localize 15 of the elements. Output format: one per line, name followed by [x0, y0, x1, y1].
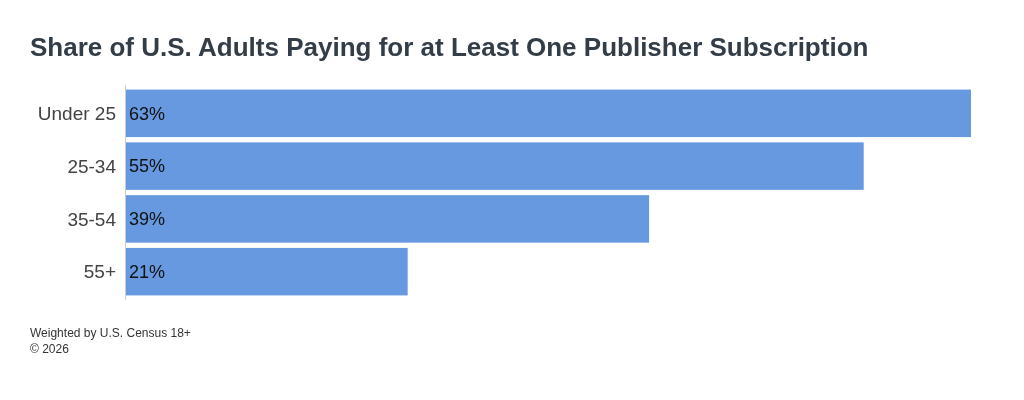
chart-title: Share of U.S. Adults Paying for at Least One Publisher Subscription	[30, 32, 869, 62]
bar	[126, 89, 971, 138]
y-tick-label: 35-54	[67, 208, 117, 230]
bar	[126, 247, 408, 296]
data-label: 55%	[129, 156, 166, 177]
bar	[126, 195, 650, 243]
data-label: 63%	[129, 103, 166, 124]
data-label: 39%	[129, 209, 166, 230]
data-label: 21%	[129, 261, 166, 282]
y-tick-label: 25-34	[67, 155, 117, 177]
y-tick-label: 55+	[83, 261, 116, 283]
text: Weighted by U.S. Census 18+	[30, 326, 191, 340]
y-tick-label: Under 25	[37, 102, 116, 124]
bar	[126, 142, 864, 190]
text: © 2026	[30, 342, 70, 356]
